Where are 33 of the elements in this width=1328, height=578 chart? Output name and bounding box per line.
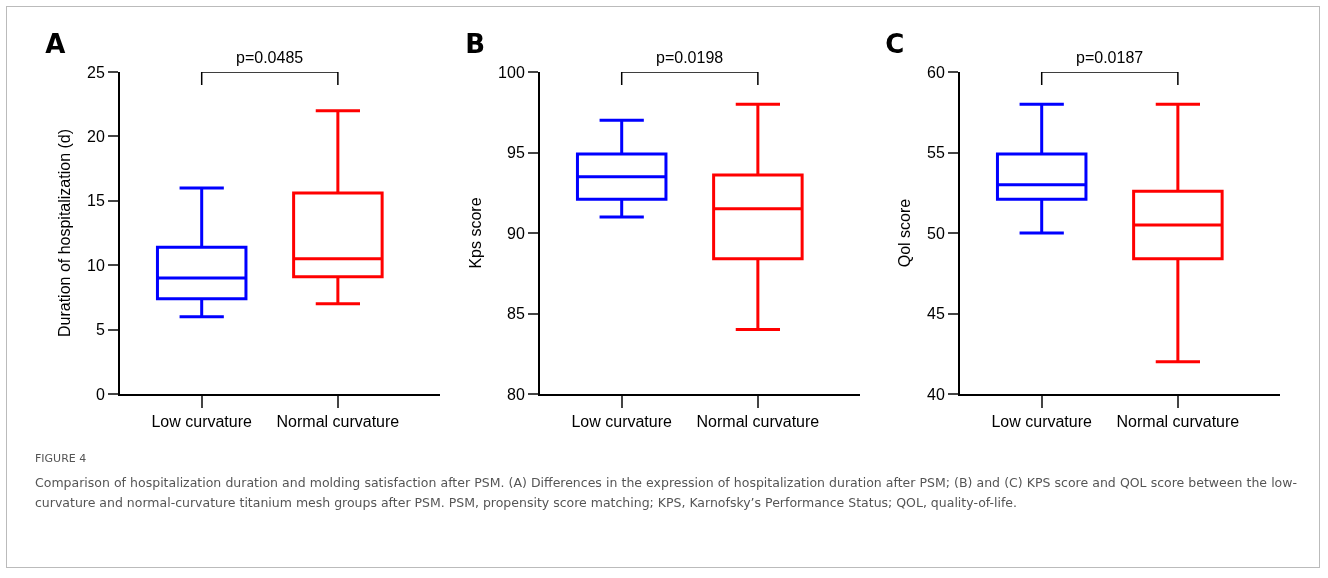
y-tick-label: 5 <box>95 321 105 339</box>
y-tick-label: 90 <box>507 224 525 242</box>
y-tick-label: 15 <box>87 192 105 210</box>
x-tick-label: Normal curvature <box>1116 413 1240 431</box>
chart-title: C <box>885 28 905 59</box>
y-tick-label: 50 <box>927 224 945 242</box>
y-axis-title: Duration of hospitalization (d) <box>56 128 74 338</box>
y-tick-label: 55 <box>927 144 945 162</box>
x-tick-label: Low curvature <box>571 413 673 431</box>
y-axis-title: Qol score <box>896 198 914 268</box>
x-tick-label: Low curvature <box>151 413 253 431</box>
y-tick-label: 25 <box>87 63 105 81</box>
y-tick-label: 85 <box>507 305 525 323</box>
text: p=0.0187 <box>1076 49 1144 66</box>
y-tick-label: 60 <box>927 63 945 81</box>
chart-title: B <box>465 28 486 59</box>
y-axis-title: Kps score <box>467 197 485 269</box>
y-tick-label: 45 <box>927 305 945 323</box>
text: p=0.0485 <box>236 49 304 66</box>
text: Comparison of hospitalization duration and molding satisfaction after PSM. (A) Differences in the expression of hospitalization duration after PSM; (B) and (C) KPS score and QOL score between the low-curvature and normal-curvature titanium mesh groups after PSM. PSM, propensity score matching; KPS, Karnofsky’s Performance Status; QOL, quality-of-life. <box>35 474 1297 512</box>
text: p=0.0198 <box>656 49 724 66</box>
y-tick-label: 20 <box>87 128 105 145</box>
y-tick-label: 95 <box>507 144 525 162</box>
y-tick-label: 40 <box>927 385 945 403</box>
x-tick-label: Normal curvature <box>696 413 820 431</box>
y-tick-label: 100 <box>498 63 525 81</box>
x-tick-label: Low curvature <box>991 413 1093 431</box>
y-tick-label: 0 <box>95 385 105 403</box>
caption: FIGURE 4 <box>35 452 88 465</box>
y-tick-label: 10 <box>87 256 105 274</box>
y-tick-label: 80 <box>507 385 525 403</box>
x-tick-label: Normal curvature <box>276 413 400 431</box>
chart-title: A <box>45 28 66 59</box>
